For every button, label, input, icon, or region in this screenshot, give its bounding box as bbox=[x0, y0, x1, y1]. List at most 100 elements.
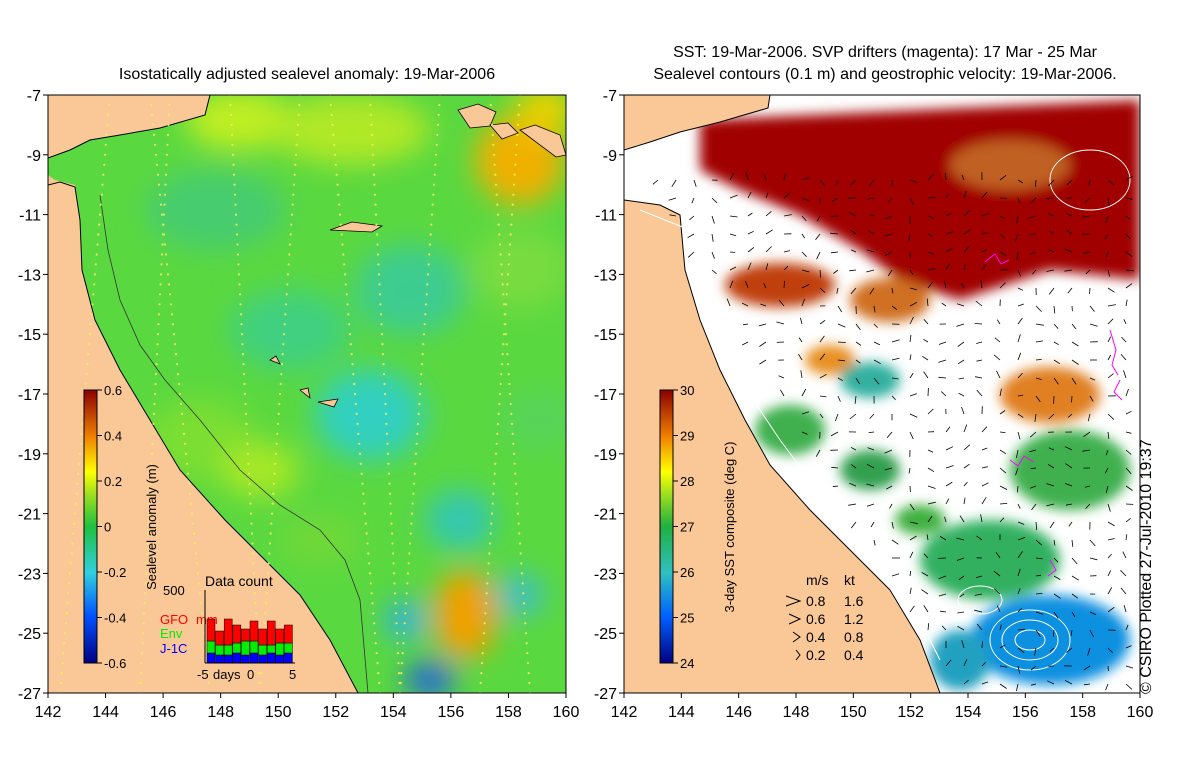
velocity-vector bbox=[981, 466, 988, 469]
islands bbox=[269, 103, 519, 408]
track-dot bbox=[154, 373, 158, 376]
track-dot bbox=[373, 193, 377, 196]
track-dot bbox=[512, 442, 515, 445]
track-dot bbox=[390, 532, 394, 535]
track-dot bbox=[106, 123, 109, 126]
track-dot bbox=[296, 123, 300, 126]
track-dot bbox=[103, 153, 107, 156]
track-dot bbox=[371, 602, 374, 605]
velocity-vector bbox=[747, 191, 752, 199]
velocity-vector bbox=[909, 372, 914, 379]
track-dot bbox=[366, 542, 369, 545]
velocity-vector bbox=[798, 337, 803, 343]
colorbar-tick-label: 24 bbox=[680, 656, 694, 671]
velocity-vector bbox=[963, 444, 970, 451]
velocity-vector bbox=[956, 537, 965, 541]
velocity-vector bbox=[1046, 503, 1055, 507]
track-dot bbox=[507, 373, 510, 376]
velocity-vector bbox=[909, 316, 914, 325]
track-dot bbox=[63, 632, 67, 635]
colorbar-tick-label: -0.4 bbox=[104, 611, 126, 626]
velocity-vector bbox=[981, 249, 987, 253]
track-dot bbox=[139, 672, 143, 675]
velocity-vector bbox=[1053, 611, 1059, 619]
velocity-vector bbox=[1125, 299, 1128, 307]
track-dot bbox=[357, 432, 360, 435]
track-dot bbox=[379, 313, 383, 316]
track-dot bbox=[175, 363, 179, 366]
velocity-vector bbox=[835, 413, 839, 422]
velocity-vector bbox=[1125, 534, 1128, 541]
track-dot bbox=[360, 472, 363, 475]
velocity-vector bbox=[981, 497, 987, 505]
track-dot bbox=[103, 163, 106, 166]
x-tick-label: 146 bbox=[725, 704, 752, 721]
velocity-vector bbox=[1125, 665, 1134, 669]
track-dot bbox=[493, 472, 496, 475]
velocity-vector bbox=[976, 341, 983, 344]
track-dot bbox=[417, 412, 420, 415]
track-dot bbox=[76, 482, 79, 485]
velocity-vector bbox=[778, 375, 785, 379]
velocity-vector bbox=[909, 287, 917, 291]
y-tick-label: -17 bbox=[594, 387, 617, 404]
track-dot bbox=[503, 323, 506, 326]
velocity-vector bbox=[963, 481, 968, 487]
data-count-max: 500 bbox=[163, 583, 185, 598]
velocity-vector bbox=[711, 269, 717, 275]
track-dot bbox=[148, 492, 152, 495]
data-count-bar bbox=[206, 618, 216, 642]
data-count-bar bbox=[258, 644, 267, 656]
track-dot bbox=[383, 382, 386, 386]
x-tick-label: 150 bbox=[840, 704, 867, 721]
velocity-vector bbox=[765, 229, 773, 235]
track-dot bbox=[370, 133, 374, 136]
track-dot bbox=[516, 123, 520, 126]
track-dot bbox=[422, 343, 425, 346]
track-dot bbox=[426, 283, 429, 286]
track-dot bbox=[385, 422, 388, 425]
track-dot bbox=[396, 652, 400, 655]
track-dot bbox=[438, 103, 441, 107]
track-dot bbox=[402, 632, 406, 635]
track-dot bbox=[505, 343, 508, 346]
track-dot bbox=[153, 402, 156, 406]
velocity-vector bbox=[1107, 197, 1110, 206]
velocity-vector bbox=[1053, 539, 1056, 546]
track-dot bbox=[514, 482, 518, 485]
velocity-vector bbox=[1083, 683, 1091, 686]
velocity-vector bbox=[689, 215, 695, 221]
track-dot bbox=[252, 562, 255, 565]
velocity-vector bbox=[836, 287, 839, 294]
track-dot bbox=[420, 373, 423, 376]
track-dot bbox=[487, 562, 490, 565]
track-dot bbox=[100, 193, 103, 196]
velocity-vector bbox=[1017, 179, 1024, 184]
velocity-vector bbox=[855, 359, 861, 364]
track-dot bbox=[151, 442, 154, 445]
track-dot bbox=[251, 552, 255, 555]
track-dot bbox=[63, 642, 66, 645]
track-dot bbox=[401, 652, 404, 655]
track-dot bbox=[387, 462, 390, 465]
track-dot bbox=[195, 562, 199, 565]
y-tick-label: -19 bbox=[18, 447, 41, 464]
track-dot bbox=[229, 113, 233, 116]
velocity-vector bbox=[1071, 593, 1079, 599]
data-count-bar bbox=[258, 628, 267, 646]
velocity-vector bbox=[837, 395, 841, 402]
velocity-vector bbox=[996, 319, 1001, 325]
right-png-land bbox=[624, 95, 771, 151]
velocity-vector bbox=[868, 431, 875, 433]
track-dot bbox=[149, 472, 153, 475]
velocity-vector bbox=[1089, 557, 1098, 561]
track-dot bbox=[519, 552, 522, 555]
velocity-vector bbox=[819, 287, 826, 293]
track-dot bbox=[380, 323, 383, 326]
velocity-vector bbox=[909, 393, 917, 397]
velocity-vector bbox=[1032, 269, 1037, 275]
track-dot bbox=[371, 153, 375, 156]
track-dot bbox=[384, 402, 387, 406]
track-dot bbox=[289, 233, 292, 236]
track-dot bbox=[187, 482, 191, 485]
